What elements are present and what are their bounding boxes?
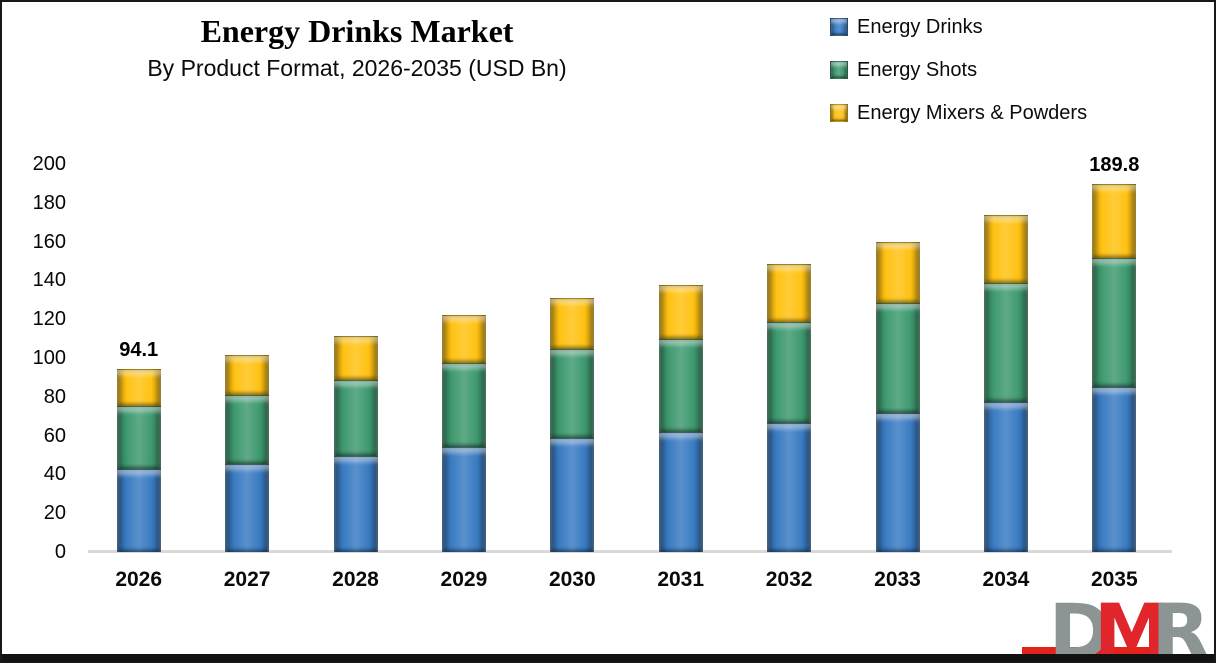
bar-segment-energy-shots — [333, 379, 378, 456]
bar-segment-energy-shots — [116, 405, 161, 469]
bar-segment-energy-mixers-powders — [116, 369, 161, 406]
y-tick-label: 60 — [43, 424, 66, 447]
chart-title: Energy Drinks Market — [200, 13, 514, 49]
legend-item-energy-shots: Energy Shots — [830, 57, 1087, 83]
bar-segment-energy-shots — [875, 302, 920, 413]
logo-underline — [1022, 647, 1154, 654]
plot-area — [90, 164, 1170, 552]
bar-segment-energy-drinks — [658, 431, 703, 552]
legend-label: Energy Mixers & Powders — [857, 101, 1088, 124]
bar-segment-energy-mixers-powders — [441, 314, 486, 364]
y-tick-label: 180 — [32, 191, 66, 214]
bar-segment-energy-mixers-powders — [658, 285, 703, 339]
bar-segment-energy-drinks — [550, 437, 595, 552]
bar-segment-energy-mixers-powders — [333, 335, 378, 380]
logo-letter-r: R — [1151, 587, 1209, 663]
bar-segment-energy-shots — [225, 395, 270, 465]
bar-segment-energy-drinks — [1092, 386, 1137, 552]
bar-segment-energy-shots — [658, 338, 703, 432]
bar-segment-energy-shots — [441, 363, 486, 447]
legend-label: Energy Shots — [857, 58, 978, 81]
bar-segment-energy-shots — [983, 283, 1028, 402]
bar-segment-energy-drinks — [875, 412, 920, 552]
x-tick-label: 2027 — [223, 568, 271, 591]
y-tick-label: 140 — [32, 269, 66, 292]
bar-segment-energy-mixers-powders — [550, 298, 595, 349]
bar-segment-energy-drinks — [333, 455, 378, 552]
legend-item-energy-mixers-powders: Energy Mixers & Powders — [830, 100, 1087, 126]
legend-swatch-icon — [830, 61, 848, 79]
y-tick-label: 160 — [32, 230, 66, 253]
bar-segment-energy-mixers-powders — [875, 242, 920, 303]
bar-segment-energy-drinks — [116, 468, 161, 552]
chart-subtitle: By Product Format, 2026-2035 (USD Bn) — [147, 55, 567, 81]
bar-segment-energy-mixers-powders — [767, 263, 812, 322]
logo-letter-m: M — [1093, 587, 1170, 663]
bar-segment-energy-drinks — [441, 446, 486, 552]
dmr-logo: DMR — [1016, 592, 1210, 661]
logo-letters: DMR — [1048, 587, 1210, 663]
x-tick-label: 2029 — [440, 568, 488, 591]
logo-letter-d: D — [1048, 587, 1112, 663]
bar-segment-energy-mixers-powders — [983, 215, 1028, 284]
bar-total-label: 94.1 — [119, 339, 159, 362]
bar-segment-energy-shots — [1092, 257, 1137, 387]
title-block: Energy Drinks Market By Product Format, … — [102, 12, 612, 82]
bar-segment-energy-drinks — [225, 464, 270, 552]
bottom-border-bar — [2, 654, 1214, 661]
bar-segment-energy-mixers-powders — [1092, 183, 1137, 258]
bar-total-label: 189.8 — [1089, 153, 1140, 176]
legend-item-energy-drinks: Energy Drinks — [830, 14, 1087, 40]
x-tick-label: 2028 — [332, 568, 379, 591]
y-tick-label: 0 — [54, 541, 66, 563]
x-tick-label: 2031 — [657, 568, 705, 591]
bar-segment-energy-shots — [550, 348, 595, 438]
x-tick-label: 2035 — [1090, 568, 1138, 591]
y-tick-label: 120 — [32, 308, 66, 331]
y-tick-label: 40 — [43, 463, 66, 486]
legend-swatch-icon — [830, 18, 848, 36]
x-tick-label: 2034 — [982, 568, 1030, 591]
bar-segment-energy-drinks — [983, 401, 1028, 552]
x-axis-line — [88, 550, 1172, 553]
legend-label: Energy Drinks — [857, 15, 983, 38]
x-tick-label: 2030 — [548, 568, 596, 591]
bar-segment-energy-shots — [767, 321, 812, 424]
y-tick-label: 80 — [43, 385, 66, 408]
legend-swatch-icon — [830, 104, 848, 122]
bar-segment-energy-drinks — [767, 423, 812, 552]
y-tick-label: 200 — [32, 153, 66, 175]
x-tick-label: 2026 — [115, 568, 163, 591]
y-tick-label: 20 — [43, 502, 66, 525]
bar-segment-energy-mixers-powders — [225, 355, 270, 396]
y-tick-label: 100 — [32, 347, 66, 369]
legend: Energy Drinks Energy Shots Energy Mixers… — [830, 14, 1087, 143]
x-tick-label: 2032 — [765, 568, 813, 591]
x-tick-label: 2033 — [874, 568, 921, 591]
